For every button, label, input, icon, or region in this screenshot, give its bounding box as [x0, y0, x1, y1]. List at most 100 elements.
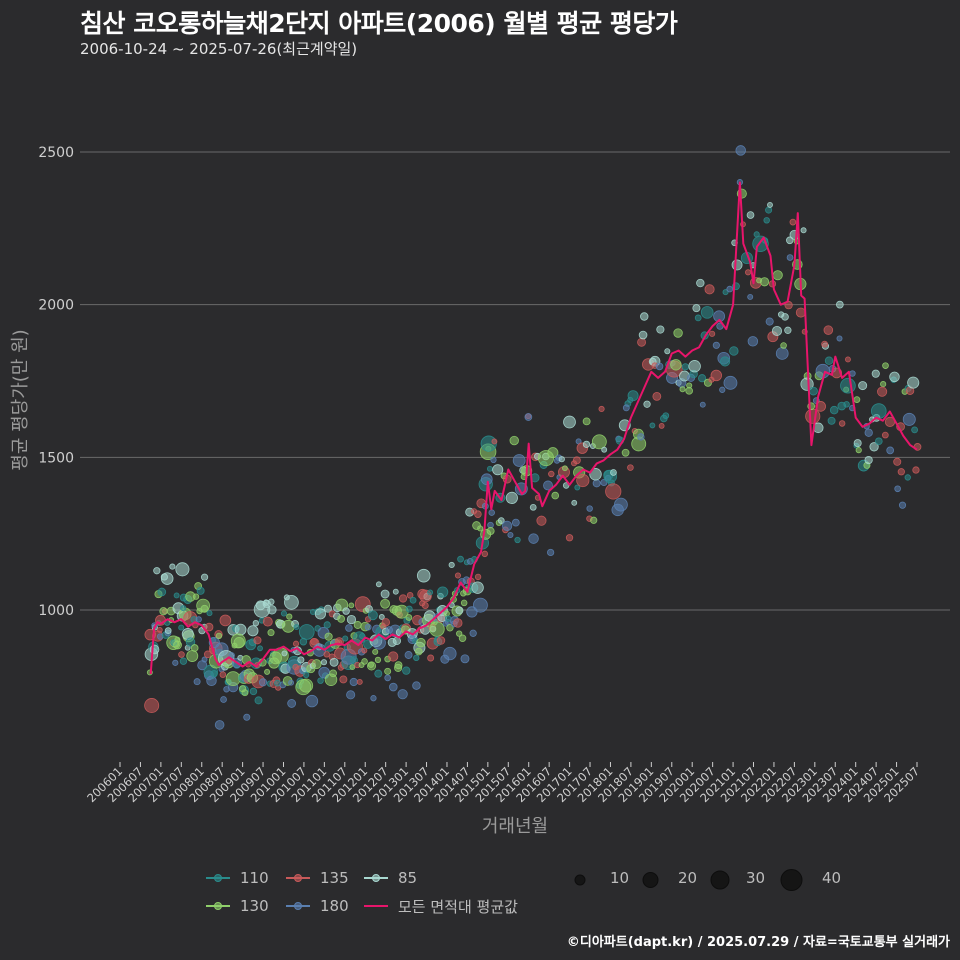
scatter-point — [436, 636, 446, 645]
scatter-point — [827, 416, 836, 425]
scatter-point — [735, 145, 746, 156]
scatter-point — [178, 651, 185, 658]
scatter-point — [699, 401, 706, 408]
legend-swatch-glyph — [286, 874, 310, 882]
scatter-point — [574, 484, 581, 491]
scatter-point — [582, 417, 591, 426]
scatter-point — [548, 470, 555, 478]
scatter-point — [882, 362, 889, 369]
scatter-point — [673, 328, 683, 338]
scatter-point — [692, 304, 701, 313]
scatter-point — [502, 520, 513, 531]
scatter-point — [384, 667, 392, 675]
scatter-point — [512, 454, 526, 467]
scatter-point — [329, 669, 337, 678]
scatter-point — [576, 473, 590, 488]
scatter-point — [280, 610, 288, 617]
scatter-point — [586, 505, 593, 512]
scatter-point — [192, 593, 200, 600]
scatter-point — [249, 687, 258, 696]
scatter-point — [849, 370, 856, 377]
scatter-point — [380, 589, 390, 599]
scatter-point — [477, 525, 484, 532]
legend-label: 110 — [240, 869, 269, 887]
scatter-point — [898, 501, 907, 509]
scatter-point — [234, 623, 247, 636]
scatter-point — [601, 446, 608, 453]
scatter-point — [337, 615, 345, 623]
scatter-point — [203, 650, 212, 659]
scatter-point — [471, 581, 484, 594]
legend-size-glyph — [710, 870, 730, 890]
scatter-point — [214, 720, 225, 730]
scatter-point — [528, 533, 539, 544]
scatter-point — [384, 674, 392, 682]
scatter-point — [505, 491, 518, 504]
scatter-point — [679, 386, 686, 393]
scatter-point — [729, 346, 739, 356]
scatter-point — [492, 464, 504, 476]
scatter-point — [302, 671, 310, 679]
scatter-point — [443, 646, 457, 661]
scatter-point — [907, 376, 920, 389]
scatter-point — [789, 218, 797, 226]
scatter-point — [375, 581, 382, 588]
scatter-point — [193, 678, 201, 686]
scatter-point — [416, 568, 431, 583]
scatter-point — [173, 592, 180, 599]
scatter-point — [719, 386, 726, 393]
scatter-point — [700, 306, 714, 319]
scatter-point — [416, 637, 426, 648]
scatter-point — [681, 363, 689, 371]
y-tick-label: 1500 — [38, 450, 74, 466]
scatter-point — [429, 621, 445, 637]
scatter-point — [572, 456, 581, 465]
scatter-point — [637, 337, 647, 347]
scatter-point — [481, 550, 489, 558]
scatter-point — [288, 679, 295, 686]
scatter-point — [592, 479, 601, 488]
scatter-point — [784, 326, 792, 334]
scatter-point — [342, 635, 349, 642]
y-tick-label: 2500 — [38, 145, 74, 161]
legend-size-30: 30 — [708, 866, 765, 890]
scatter-point — [551, 491, 560, 500]
scatter-point — [649, 422, 656, 429]
legend-size-label: 30 — [746, 869, 766, 887]
scatter-point — [258, 678, 268, 687]
scatter-point — [821, 340, 829, 348]
x-axis-label: 거래년월 — [481, 816, 549, 837]
scatter-point — [402, 666, 411, 675]
scatter-point — [829, 405, 839, 415]
scatter-point — [590, 516, 598, 524]
legend-size-marker — [572, 868, 602, 888]
scatter-point — [348, 602, 355, 609]
scatter-point — [370, 695, 377, 702]
legend-size-marker — [778, 868, 814, 891]
legend-item-180: 180 — [284, 894, 349, 918]
scatter-point — [254, 696, 263, 705]
scatter-point — [349, 664, 356, 671]
scatter-point — [206, 675, 217, 687]
scatter-point — [775, 347, 789, 360]
scatter-point — [323, 604, 332, 613]
scatter-point — [406, 592, 414, 599]
scatter-point — [704, 284, 715, 295]
scatter-point — [453, 618, 463, 628]
y-tick-label: 1000 — [38, 603, 74, 619]
scatter-point — [652, 391, 662, 401]
scatter-point — [835, 300, 844, 309]
scatter-point — [805, 408, 821, 424]
scatter-point — [201, 656, 208, 663]
scatter-point — [809, 386, 818, 396]
scatter-point — [372, 648, 379, 655]
scatter-point — [698, 374, 707, 383]
legend-size-label: 10 — [610, 869, 630, 887]
scatter-point — [164, 627, 172, 635]
scatter-point — [670, 359, 682, 371]
scatter-point — [455, 606, 464, 615]
scatter-point — [389, 682, 398, 692]
scatter-point — [310, 638, 318, 646]
scatter-point — [378, 614, 385, 620]
scatter-point — [536, 515, 547, 526]
